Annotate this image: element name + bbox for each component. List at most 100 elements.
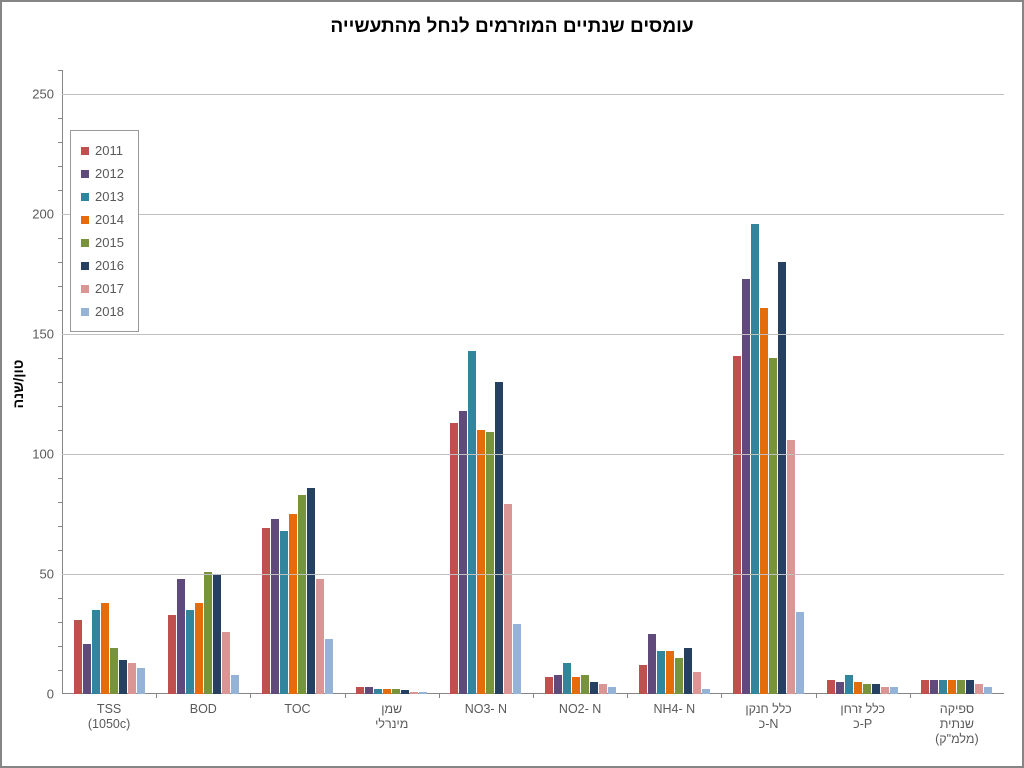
x-tick-label: כלל חנקן כ-N (745, 702, 792, 732)
bar (468, 351, 476, 694)
bar (186, 610, 194, 694)
chart-container: עומסים שנתיים המוזרמים לנחל מהתעשייה טון… (0, 0, 1024, 768)
bar (742, 279, 750, 694)
bar (271, 519, 279, 694)
legend-item: 2017 (81, 277, 124, 300)
legend: 2011 2012 2013 2014 2015 2016 2017 2018 (70, 130, 139, 332)
x-tick-label: NO2- N (559, 702, 601, 717)
bar (365, 687, 373, 694)
legend-label: 2014 (95, 212, 124, 227)
bar (356, 687, 364, 694)
legend-item: 2012 (81, 162, 124, 185)
legend-swatch (81, 147, 89, 155)
y-tick-label: 100 (32, 447, 54, 462)
bar (504, 504, 512, 694)
bar (92, 610, 100, 694)
gridline (62, 334, 1004, 335)
bar (204, 572, 212, 694)
bar (401, 690, 409, 694)
bar (590, 682, 598, 694)
gridline (62, 94, 1004, 95)
bar (702, 689, 710, 694)
bar (195, 603, 203, 694)
y-minor-tick (58, 262, 62, 263)
legend-item: 2018 (81, 300, 124, 323)
bar (137, 668, 145, 694)
y-tick-label: 150 (32, 327, 54, 342)
legend-label: 2011 (95, 143, 123, 158)
y-minor-tick (58, 526, 62, 527)
bar (957, 680, 965, 694)
bar (316, 579, 324, 694)
legend-swatch (81, 216, 89, 224)
bar-group: כלל זרחן כ-P (816, 70, 910, 694)
y-tick-label: 200 (32, 207, 54, 222)
legend-swatch (81, 285, 89, 293)
bar (289, 514, 297, 694)
x-tick-label: כלל זרחן כ-P (839, 702, 886, 732)
bar-group: TOC (250, 70, 344, 694)
bar (298, 495, 306, 694)
bar (262, 528, 270, 694)
bar (119, 660, 127, 694)
bar (872, 684, 880, 694)
legend-label: 2012 (95, 166, 124, 181)
bar (280, 531, 288, 694)
bar-groups: TSS (1050c)BODTOCשמן מינרליNO3- NNO2- NN… (62, 70, 1004, 694)
bar (177, 579, 185, 694)
bar (213, 574, 221, 694)
legend-label: 2015 (95, 235, 124, 250)
bar (419, 692, 427, 694)
bar (845, 675, 853, 694)
bar (930, 680, 938, 694)
y-minor-tick (58, 382, 62, 383)
bar (374, 689, 382, 694)
bar (836, 682, 844, 694)
y-minor-tick (58, 502, 62, 503)
y-minor-tick (58, 286, 62, 287)
bar (231, 675, 239, 694)
bar (554, 675, 562, 694)
legend-label: 2018 (95, 304, 124, 319)
bar (495, 382, 503, 694)
bar (939, 680, 947, 694)
bar (599, 684, 607, 694)
legend-item: 2015 (81, 231, 124, 254)
bar (881, 687, 889, 694)
y-minor-tick (58, 238, 62, 239)
legend-item: 2014 (81, 208, 124, 231)
bar (307, 488, 315, 694)
y-minor-tick (58, 358, 62, 359)
bar (513, 624, 521, 694)
y-tick-label: 0 (47, 687, 54, 702)
y-minor-tick (58, 622, 62, 623)
bar (684, 648, 692, 694)
bar (675, 658, 683, 694)
y-minor-tick (58, 70, 62, 71)
bar (545, 677, 553, 694)
y-tick-label: 250 (32, 87, 54, 102)
legend-item: 2013 (81, 185, 124, 208)
bar (648, 634, 656, 694)
legend-label: 2017 (95, 281, 124, 296)
bar (666, 651, 674, 694)
gridline (62, 574, 1004, 575)
y-minor-tick (58, 478, 62, 479)
bar (222, 632, 230, 694)
bar (769, 358, 777, 694)
x-tick-label: NO3- N (465, 702, 507, 717)
y-minor-tick (58, 118, 62, 119)
legend-item: 2016 (81, 254, 124, 277)
y-axis-label: טון/שנה (10, 360, 26, 409)
legend-label: 2016 (95, 258, 124, 273)
bar (966, 680, 974, 694)
legend-swatch (81, 170, 89, 178)
legend-swatch (81, 239, 89, 247)
bar (657, 651, 665, 694)
bar (128, 663, 136, 694)
x-tick-label: שמן מינרלי (368, 702, 415, 732)
x-tick-label: TOC (284, 702, 310, 717)
gridline (62, 214, 1004, 215)
bar (733, 356, 741, 694)
y-minor-tick (58, 310, 62, 311)
